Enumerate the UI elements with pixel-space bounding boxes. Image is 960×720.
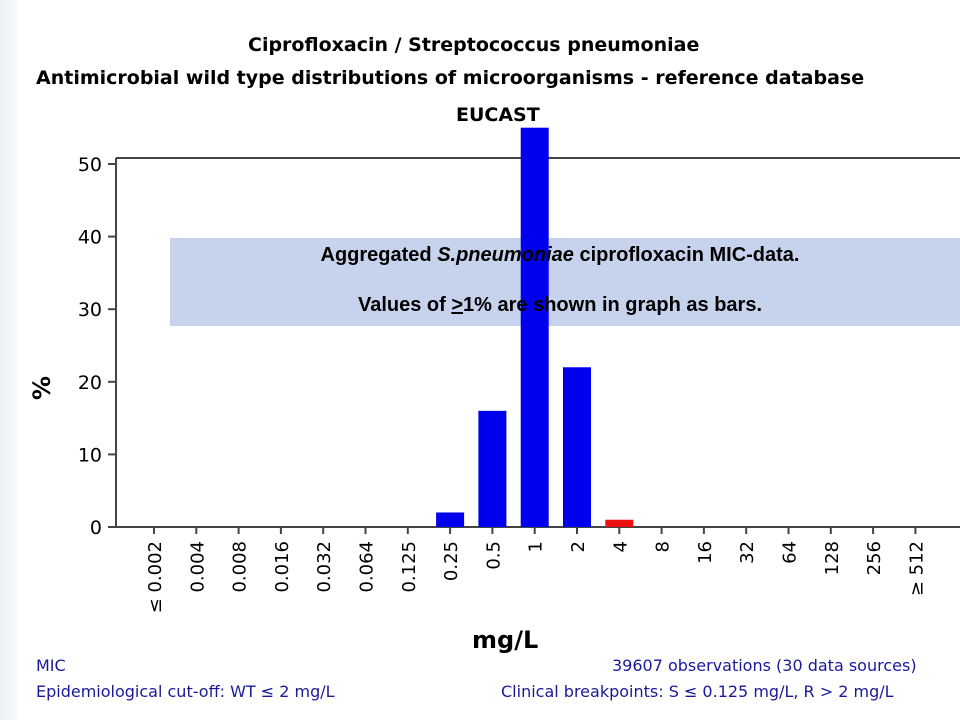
x-tick-label: 0.064 <box>357 541 378 593</box>
x-tick-label: 0.016 <box>272 541 293 593</box>
chart-title: Ciprofloxacin / Streptococcus pneumoniae <box>248 34 700 56</box>
x-tick-label: ≤ 0.002 <box>145 541 166 613</box>
x-tick-label: 16 <box>695 541 716 564</box>
x-axis-label: mg/L <box>472 626 539 654</box>
annotation-species: S.pneumoniae <box>437 244 574 266</box>
footer-observations: 39607 observations (30 data sources) <box>612 656 917 675</box>
y-tick-label: 10 <box>78 444 102 466</box>
x-tick-label: 0.008 <box>230 541 251 593</box>
bar-4 <box>605 519 634 527</box>
annotation-line-2-prefix: Values of <box>357 294 452 316</box>
bar-1 <box>520 127 549 527</box>
bar-2 <box>563 367 591 527</box>
left-edge-strip <box>0 0 18 720</box>
y-tick-label: 20 <box>78 372 102 394</box>
footer-breakpoints: Clinical breakpoints: S ≤ 0.125 mg/L, R … <box>501 682 894 701</box>
source-label: EUCAST <box>456 104 540 126</box>
x-tick-label: 0.032 <box>314 541 335 593</box>
annotation-gte-sign: > <box>451 294 464 316</box>
annotation-line-2: Values of >1% are shown in graph as bars… <box>160 294 960 317</box>
annotation-line-2-suffix: 1% are shown in graph as bars. <box>463 294 763 316</box>
x-tick-label: 256 <box>864 541 885 575</box>
annotation-line-1-prefix: Aggregated <box>320 244 438 266</box>
x-tick-label: 8 <box>653 541 674 552</box>
footer-ecoff: Epidemiological cut-off: WT ≤ 2 mg/L <box>36 682 335 701</box>
x-tick-label: 64 <box>780 541 801 564</box>
x-tick-label: 4 <box>610 541 631 552</box>
x-tick-label: 2 <box>568 541 589 552</box>
annotation-line-1: Aggregated S.pneumoniae ciprofloxacin MI… <box>160 244 960 267</box>
bar-0.5 <box>478 410 507 527</box>
x-tick-label: 0.5 <box>483 541 504 570</box>
footer-mic-label: MIC <box>36 656 66 675</box>
annotation-band <box>170 238 960 326</box>
y-tick-label: 30 <box>78 299 102 321</box>
x-tick-label: 0.004 <box>187 541 208 593</box>
y-tick-label: 0 <box>90 517 102 539</box>
chart-subtitle: Antimicrobial wild type distributions of… <box>36 67 865 89</box>
x-tick-label: 32 <box>737 541 758 564</box>
bar-0.25 <box>436 512 465 527</box>
y-tick-label: 40 <box>78 227 102 249</box>
x-tick-label: 0.125 <box>399 541 420 593</box>
x-tick-label: ≥ 512 <box>906 541 927 596</box>
x-tick-label: 128 <box>822 541 843 575</box>
y-axis-label: % <box>28 375 57 401</box>
x-tick-label: 0.25 <box>441 541 462 581</box>
annotation-line-1-suffix: ciprofloxacin MIC-data. <box>573 244 800 266</box>
x-tick-label: 1 <box>526 541 547 552</box>
y-tick-label: 50 <box>78 154 102 176</box>
